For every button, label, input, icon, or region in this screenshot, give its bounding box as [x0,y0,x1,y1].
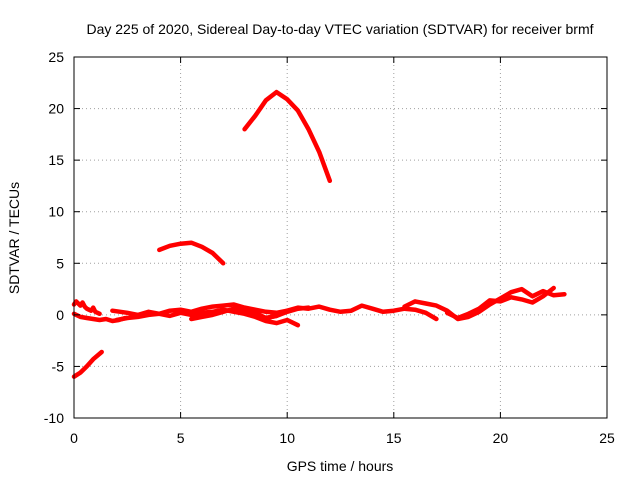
x-tick-label: 10 [279,430,295,446]
series-arc-10 [402,286,567,322]
x-axis-label: GPS time / hours [287,458,394,474]
plot-frame [73,56,608,419]
data-series [71,89,567,379]
series-arc-4 [110,302,290,318]
y-tick-label: 10 [48,204,64,220]
y-tick-label: 0 [56,307,64,323]
x-tick-label: 20 [493,430,509,446]
y-axis-tick-labels: -10 -5 0 5 10 15 20 25 [44,49,64,426]
chart-title: Day 225 of 2020, Sidereal Day-to-day VTE… [86,21,593,37]
x-tick-label: 15 [386,430,402,446]
y-tick-label: -10 [44,410,64,426]
axis-ticks [73,56,608,419]
y-tick-label: -5 [52,358,65,374]
grid-lines [74,57,607,418]
x-tick-label: 25 [599,430,615,446]
series-arc-8 [242,89,333,184]
x-tick-label: 0 [70,430,78,446]
x-axis-tick-labels: 0 5 10 15 20 25 [70,430,615,446]
series-arc-5 [114,307,301,328]
y-tick-label: 15 [48,152,64,168]
series-arc-7 [157,240,226,266]
y-tick-label: 5 [56,255,64,271]
y-tick-label: 25 [48,49,64,65]
series-arc-11 [444,285,556,321]
series-arc-1 [71,299,102,317]
y-axis-label: SDTVAR / TECUs [6,182,22,294]
y-tick-label: 20 [48,101,64,117]
series-arc-3 [71,349,104,379]
x-tick-label: 5 [177,430,185,446]
